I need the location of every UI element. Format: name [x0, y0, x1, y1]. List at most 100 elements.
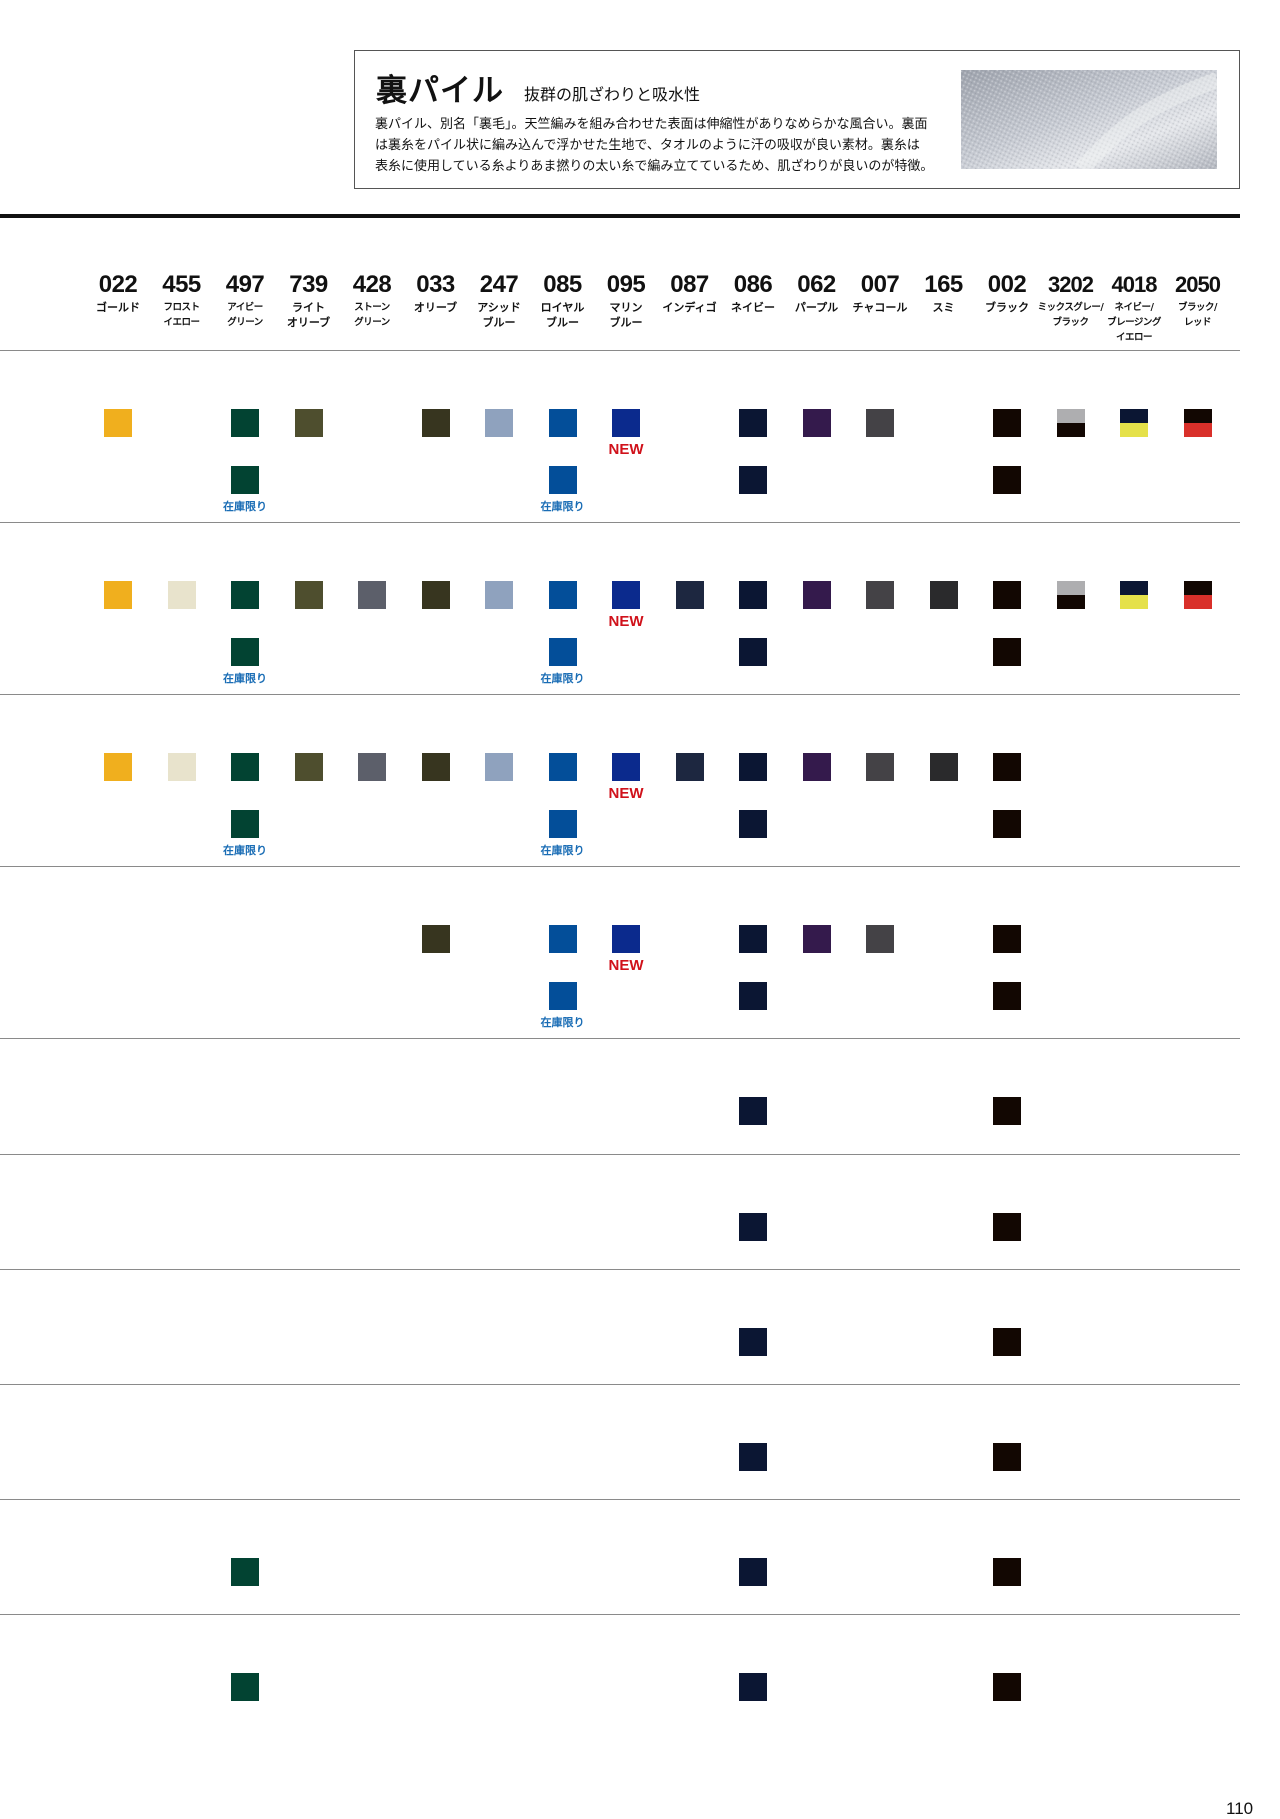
swatch-bottom-half — [1056, 595, 1085, 609]
color-swatch-095 — [612, 753, 640, 781]
color-name: ゴールド — [96, 301, 140, 314]
color-swatch-3202 — [1056, 581, 1085, 609]
color-column-header: 087 インディゴ — [655, 270, 725, 315]
limited-stock-label: 在庫限り — [540, 500, 585, 513]
color-name: フロスト イエロー — [163, 302, 200, 328]
description-line: 表糸に使用している糸よりあま撚りの太い糸で編み立てているため、肌ざわりが良いのが… — [375, 159, 934, 174]
color-name: スミ — [932, 301, 955, 314]
color-swatch-739 — [294, 409, 323, 437]
color-swatch-085 — [548, 409, 577, 437]
fabric-title: 裏パイル — [376, 73, 504, 109]
color-name: チャコール — [852, 301, 908, 314]
color-code: 3202 — [1048, 272, 1094, 297]
color-swatch-007 — [866, 581, 894, 609]
color-swatch-086 — [739, 1097, 767, 1125]
color-swatch-085 — [548, 925, 577, 953]
color-swatch-022 — [104, 581, 132, 609]
color-swatch-086 — [739, 982, 767, 1010]
color-swatch-428 — [358, 581, 386, 609]
color-swatch-455 — [167, 581, 196, 609]
color-swatch-002 — [993, 1673, 1021, 1701]
color-column-header: 062 パープル — [782, 270, 852, 315]
color-swatch-085 — [548, 982, 577, 1010]
fabric-texture-photo — [961, 70, 1217, 169]
color-name: オリーブ — [413, 301, 458, 314]
color-swatch-086 — [739, 753, 767, 781]
row-divider — [0, 1384, 1240, 1385]
new-badge: NEW — [608, 441, 644, 458]
color-column-header: 165 スミ — [909, 270, 979, 315]
color-name: アイビー グリーン — [227, 302, 263, 328]
color-swatch-3202 — [1056, 409, 1085, 437]
swatch-top-half — [1120, 581, 1148, 595]
row-divider — [0, 694, 1240, 695]
color-code: 022 — [98, 271, 138, 298]
swatch-bottom-half — [1183, 423, 1212, 437]
color-swatch-062 — [802, 753, 831, 781]
color-code: 455 — [162, 271, 201, 298]
color-swatch-739 — [294, 581, 323, 609]
limited-stock-label: 在庫限り — [540, 844, 585, 857]
color-code: 2050 — [1175, 272, 1221, 297]
color-column-header: 086 ネイビー — [718, 270, 788, 315]
color-swatch-062 — [802, 581, 831, 609]
color-swatch-247 — [485, 581, 513, 609]
color-column-header: 007 チャコール — [845, 270, 915, 315]
color-column-header: 739 ライト オリーブ — [274, 270, 344, 330]
color-swatch-2050 — [1183, 581, 1212, 609]
color-swatch-033 — [421, 925, 450, 953]
color-swatch-087 — [675, 581, 704, 609]
new-badge: NEW — [608, 785, 644, 802]
limited-stock-label: 在庫限り — [223, 844, 267, 857]
color-swatch-497 — [231, 466, 259, 494]
color-swatch-007 — [866, 409, 894, 437]
limited-stock-label: 在庫限り — [223, 500, 267, 513]
color-swatch-4018 — [1120, 409, 1148, 437]
color-code: 247 — [479, 271, 519, 298]
color-swatch-095 — [612, 925, 640, 953]
color-swatch-062 — [802, 925, 831, 953]
color-column-header: 033 オリーブ — [401, 270, 471, 315]
swatch-top-half — [1183, 409, 1212, 423]
color-name: ネイビー/ ブレージング イエロー — [1107, 302, 1161, 343]
color-swatch-002 — [993, 982, 1021, 1010]
color-swatch-497 — [231, 810, 259, 838]
color-swatch-033 — [421, 409, 450, 437]
color-code: 085 — [543, 271, 582, 298]
color-column-header: 2050 ブラック/ レッド — [1163, 270, 1233, 330]
color-swatch-086 — [739, 925, 767, 953]
color-column-header: 428 ストーン グリーン — [337, 270, 407, 330]
color-swatch-002 — [993, 753, 1021, 781]
color-swatch-085 — [548, 466, 577, 494]
color-code: 087 — [670, 271, 709, 298]
row-divider — [0, 1499, 1240, 1500]
color-column-header: 002 ブラック — [972, 270, 1042, 315]
color-name: ロイヤル ブルー — [540, 301, 585, 329]
color-swatch-085 — [548, 638, 577, 666]
limited-stock-label: 在庫限り — [540, 672, 585, 685]
color-swatch-095 — [612, 409, 640, 437]
color-swatch-086 — [739, 638, 767, 666]
row-divider — [0, 350, 1240, 351]
color-swatch-086 — [739, 1328, 767, 1356]
color-swatch-428 — [358, 753, 386, 781]
color-swatch-2050 — [1183, 409, 1212, 437]
color-code: 739 — [289, 271, 328, 298]
color-swatch-497 — [231, 409, 259, 437]
row-divider — [0, 1154, 1240, 1155]
color-name: パープル — [794, 301, 839, 314]
new-badge: NEW — [608, 957, 644, 974]
color-swatch-002 — [993, 925, 1021, 953]
color-swatch-497 — [231, 753, 259, 781]
fabric-info-box: 裏パイル 抜群の肌ざわりと吸水性 裏パイル、別名「裏毛」。天竺編みを組み合わせた… — [354, 50, 1240, 189]
row-divider — [0, 1038, 1240, 1039]
color-swatch-007 — [866, 753, 894, 781]
row-divider — [0, 522, 1240, 523]
color-column-header: 095 マリン ブルー — [591, 270, 661, 330]
color-swatch-002 — [993, 409, 1021, 437]
color-column-header: 085 ロイヤル ブルー — [528, 270, 598, 330]
color-name: ネイビー — [731, 301, 775, 314]
color-swatch-085 — [548, 581, 577, 609]
color-swatch-002 — [993, 1097, 1021, 1125]
color-name: ブラック/ レッド — [1178, 302, 1217, 328]
